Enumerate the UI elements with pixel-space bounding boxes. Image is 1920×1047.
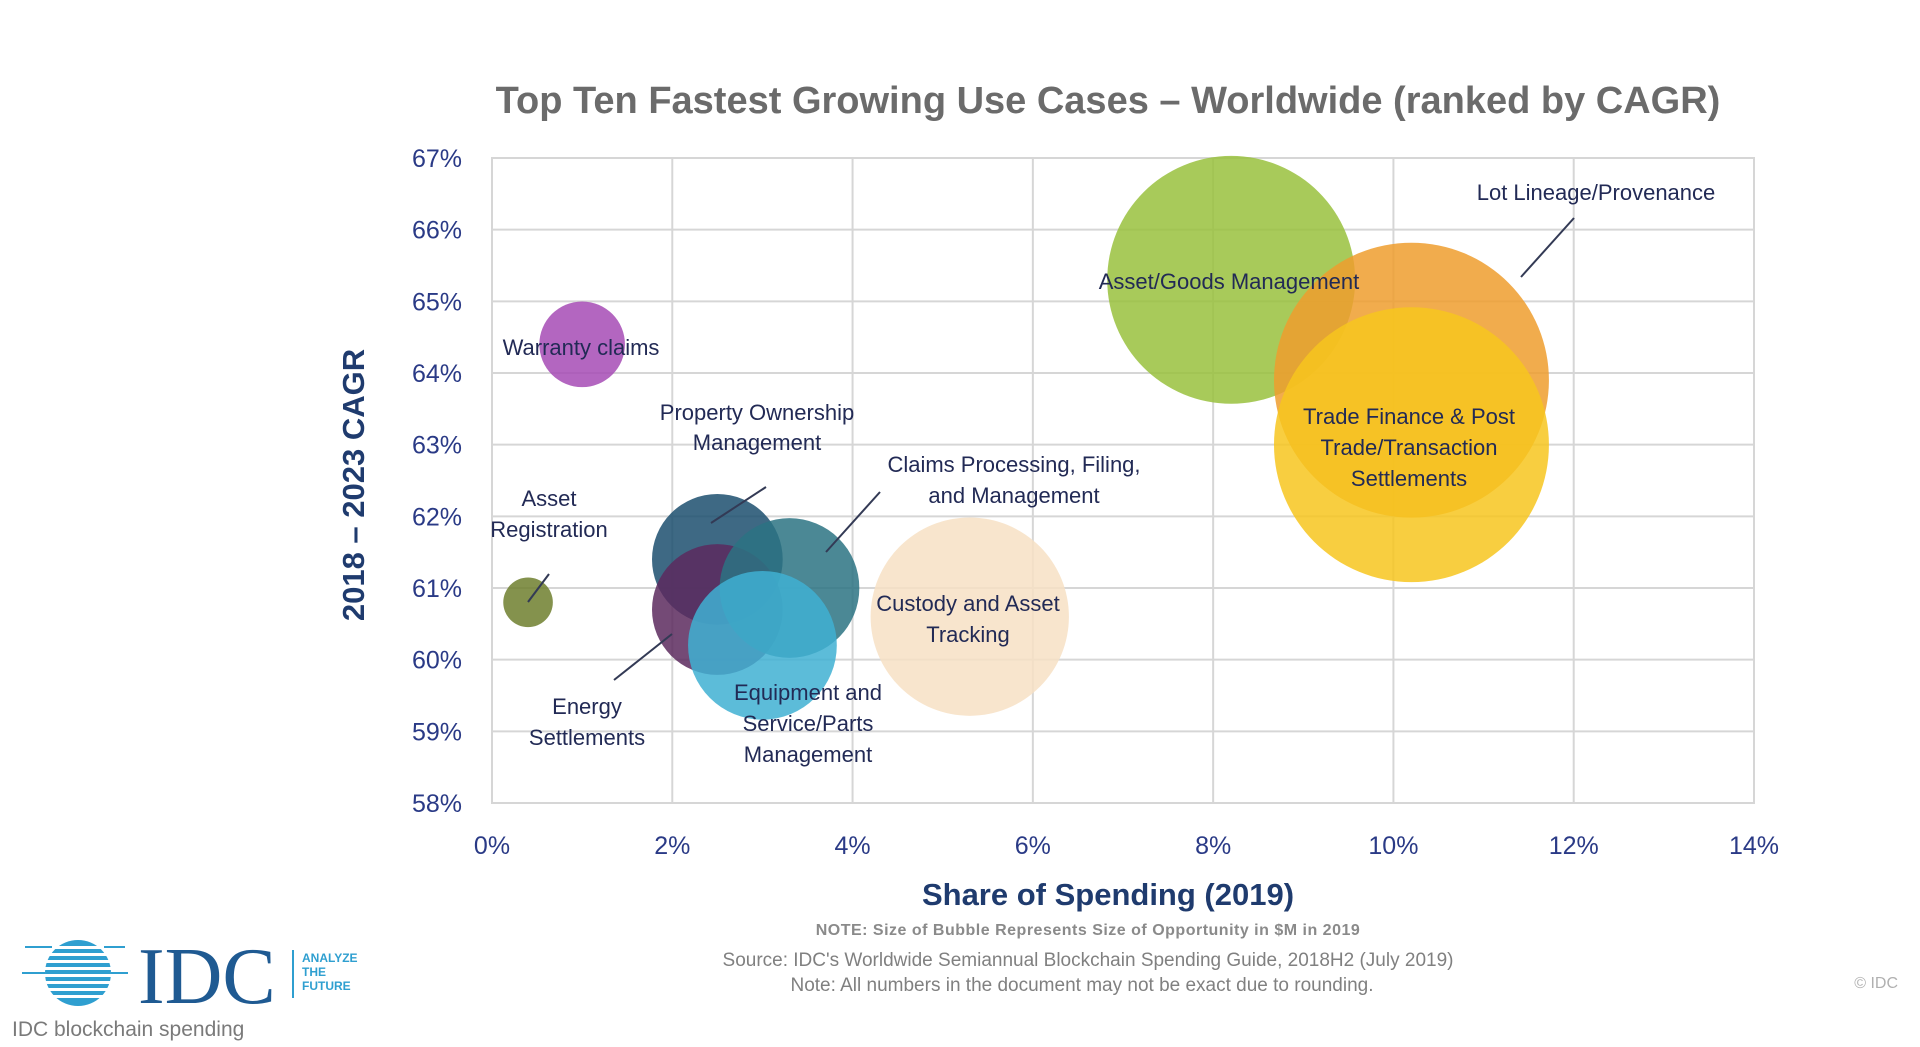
bubble-custody-and-asset-tracking: [870, 517, 1069, 716]
bubble-label-lot-lineage-provenance: Lot Lineage/Provenance: [1477, 180, 1716, 205]
x-tick-label: 6%: [1015, 832, 1051, 860]
copyright: © IDC: [1854, 975, 1898, 992]
bubble-label-custody-and-asset-tracking: Tracking: [926, 622, 1010, 647]
bubble-label-trade-finance-post-trade-transaction-settlements: Trade/Transaction: [1321, 435, 1498, 460]
y-tick-label: 61%: [412, 575, 462, 603]
bubble-size-note: NOTE: Size of Bubble Represents Size of …: [816, 922, 1361, 939]
bubble-label-property-ownership-management: Management: [693, 430, 821, 455]
bubble-asset-registration: [503, 577, 553, 628]
leader-lines: [527, 217, 1575, 681]
x-axis-label: Share of Spending (2019): [922, 877, 1294, 912]
y-tick-label: 64%: [412, 360, 462, 388]
bubble-label-equipment-and-service-parts-management: Equipment and: [734, 680, 882, 705]
bubbles: [503, 155, 1549, 720]
idc-logo: IDC ANALYZE THE FUTURE: [22, 933, 358, 1021]
chart-title: Top Ten Fastest Growing Use Cases – Worl…: [496, 80, 1721, 122]
y-tick-label: 58%: [412, 790, 462, 818]
bubble-label-asset-goods-management: Asset/Goods Management: [1099, 269, 1359, 294]
bubble-label-custody-and-asset-tracking: Custody and Asset: [876, 591, 1059, 616]
plot-frame: [491, 157, 1755, 804]
x-tick-label: 14%: [1729, 832, 1779, 860]
x-tick-label: 12%: [1549, 832, 1599, 860]
leader-line-asset-registration: [527, 573, 550, 603]
tagline-line-1: ANALYZE: [302, 951, 358, 965]
bubble-trade-finance-post-trade-transaction-settlements: [1273, 307, 1549, 583]
x-tick-label: 8%: [1195, 832, 1231, 860]
y-tick-label: 59%: [412, 718, 462, 746]
y-tick-label: 66%: [412, 217, 462, 245]
bubble-label-property-ownership-management: Property Ownership: [660, 400, 854, 425]
y-tick-label: 65%: [412, 288, 462, 316]
bubble-label-trade-finance-post-trade-transaction-settlements: Trade Finance & Post: [1303, 404, 1515, 429]
y-tick-label: 67%: [412, 145, 462, 173]
bubble-label-trade-finance-post-trade-transaction-settlements: Settlements: [1351, 466, 1467, 491]
idc-logo-text: IDC: [138, 933, 276, 1021]
leader-line-property-ownership: [710, 486, 767, 524]
y-axis-ticks: 58% 59% 60% 61% 62% 63% 64% 65% 66% 67%: [412, 145, 462, 818]
bubble-label-energy-settlements: Energy: [552, 694, 622, 719]
source-note: Source: IDC's Worldwide Semiannual Block…: [723, 950, 1454, 971]
bubble-label-equipment-and-service-parts-management: Management: [744, 742, 872, 767]
globe-icon: [22, 940, 128, 1006]
bubble-label-claims-processing-filing-and-management: and Management: [928, 483, 1099, 508]
y-tick-label: 62%: [412, 503, 462, 531]
tagline-line-2: THE: [302, 965, 326, 979]
bubble-label-energy-settlements: Settlements: [529, 725, 645, 750]
bubble-labels: Warranty claims Asset Registration Property…: [490, 180, 1715, 767]
x-tick-label: 4%: [835, 832, 871, 860]
bubble-label-asset-registration: Registration: [490, 517, 607, 542]
x-axis-ticks: 0% 2% 4% 6% 8% 10% 12% 14%: [474, 832, 1779, 860]
bubble-label-claims-processing-filing-and-management: Claims Processing, Filing,: [887, 452, 1140, 477]
leader-line-lot-lineage: [1520, 217, 1575, 278]
leader-line-energy-settlements: [613, 633, 673, 681]
y-tick-label: 63%: [412, 432, 462, 460]
tagline-line-3: FUTURE: [302, 979, 351, 993]
bubble-label-equipment-and-service-parts-management: Service/Parts: [743, 711, 874, 736]
bubble-warranty-claims: [539, 301, 625, 388]
leader-line-claims-processing: [825, 491, 881, 553]
x-tick-label: 10%: [1368, 832, 1418, 860]
image-caption: IDC blockchain spending: [12, 1018, 244, 1041]
x-tick-label: 2%: [654, 832, 690, 860]
bubble-label-warranty-claims: Warranty claims: [503, 335, 660, 360]
rounding-note: Note: All numbers in the document may no…: [790, 975, 1373, 996]
bubble-label-asset-registration: Asset: [521, 486, 576, 511]
x-tick-label: 0%: [474, 832, 510, 860]
y-tick-label: 60%: [412, 647, 462, 675]
bubble-equipment-and-service-parts-management: [688, 570, 837, 720]
y-axis-label: 2018 – 2023 CAGR: [336, 349, 371, 621]
